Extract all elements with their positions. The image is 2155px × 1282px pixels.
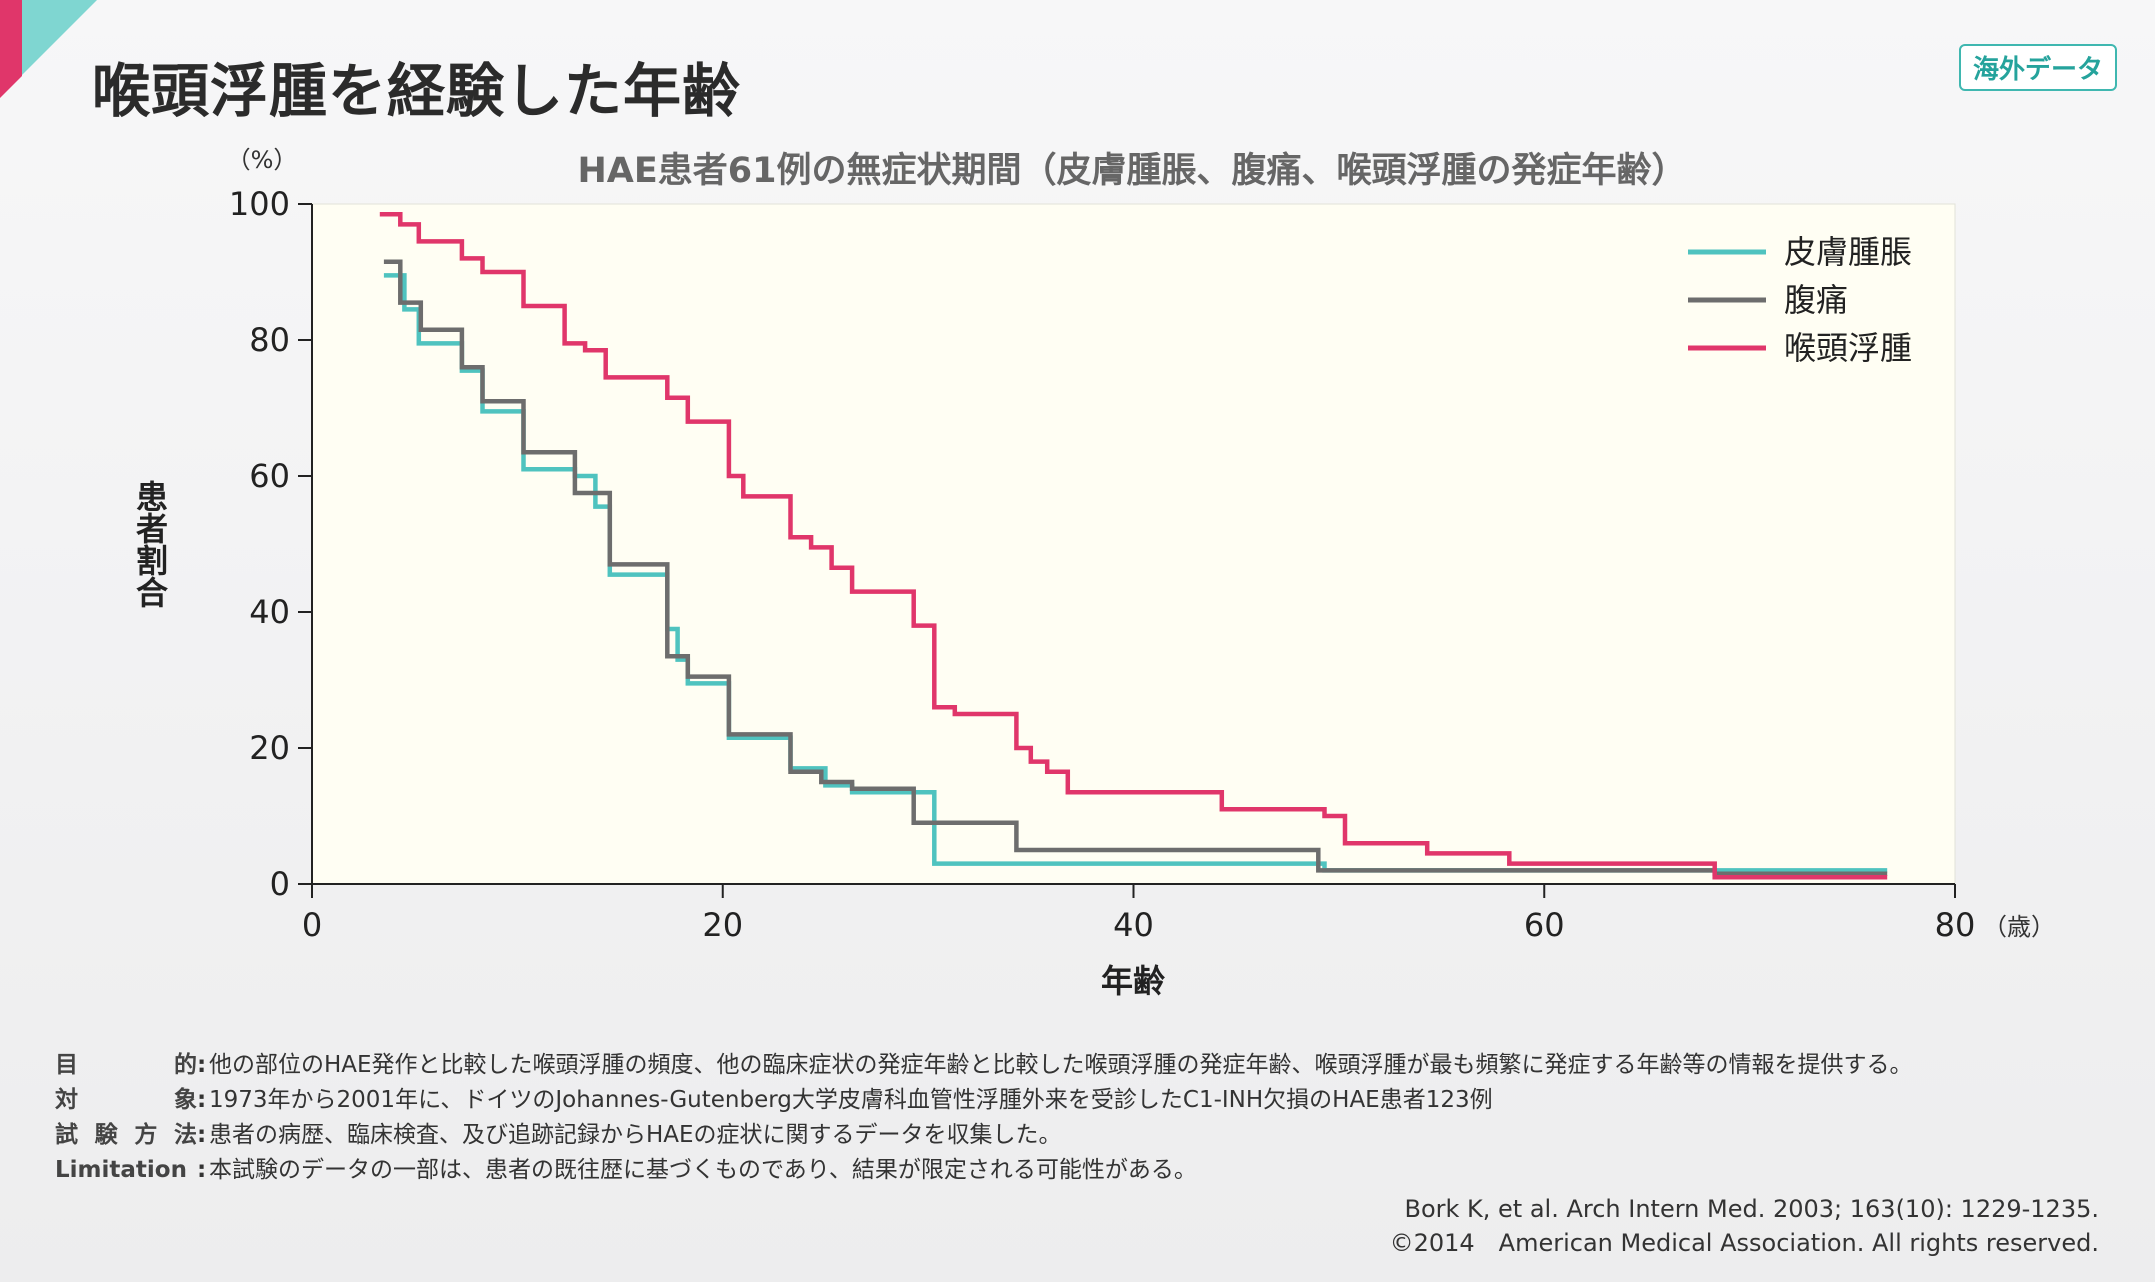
copyright: ©2014 American Medical Association. All … xyxy=(1389,1229,2099,1257)
note-text: 本試験のデータの一部は、患者の既往歴に基づくものであり、結果が限定される可能性が… xyxy=(209,1157,1197,1183)
x-unit-label: （歳） xyxy=(1983,913,2055,941)
x-tick-label: 20 xyxy=(702,906,743,944)
plot-area xyxy=(311,203,1956,885)
note-label: 目的 xyxy=(55,1052,197,1078)
x-tick-label: 60 xyxy=(1524,906,1565,944)
overseas-data-tag: 海外データ xyxy=(1958,44,2117,91)
y-tick-label: 60 xyxy=(249,457,290,495)
citation: Bork K, et al. Arch Intern Med. 2003; 16… xyxy=(1390,1192,2099,1260)
note-text: 他の部位のHAE発作と比較した喉頭浮腫の頻度、他の臨床症状の発症年齢と比較した喉… xyxy=(209,1052,1913,1078)
series-line-laryngeal-edema xyxy=(379,211,1888,880)
note-row-subjects: 対象: 1973年から2001年に、ドイツのJohannes-Gutenberg… xyxy=(55,1083,1913,1118)
note-label: 対象 xyxy=(55,1087,197,1113)
note-row-limitation: Limitation: 本試験のデータの一部は、患者の既往歴に基づくものであり、… xyxy=(55,1153,1913,1188)
x-axis-label: 年齢 xyxy=(1101,962,1165,1000)
y-unit-label: （%） xyxy=(227,146,298,174)
note-label: 試験方法 xyxy=(55,1122,197,1148)
y-tick-label: 80 xyxy=(249,321,290,359)
y-tick-label: 40 xyxy=(249,593,290,631)
corner-accent-shape xyxy=(0,0,97,98)
note-row-purpose: 目的: 他の部位のHAE発作と比較した喉頭浮腫の頻度、他の臨床症状の発症年齢と比… xyxy=(55,1048,1913,1083)
note-text: 1973年から2001年に、ドイツのJohannes-Gutenberg大学皮膚… xyxy=(209,1087,1493,1113)
legend-label-skin-swelling: 皮膚腫脹 xyxy=(1784,233,1912,271)
x-tick-label: 0 xyxy=(302,906,322,944)
x-tick-label: 40 xyxy=(1113,906,1154,944)
chart-title: HAE患者61例の無症状期間（皮膚腫脹、腹痛、喉頭浮腫の発症年齢） xyxy=(578,151,1687,191)
note-row-method: 試験方法: 患者の病歴、臨床検査、及び追跡記録からHAEの症状に関するデータを収… xyxy=(55,1118,1913,1153)
series-line-abdominal-pain xyxy=(383,259,1888,877)
study-notes: 目的: 他の部位のHAE発作と比較した喉頭浮腫の頻度、他の臨床症状の発症年齢と比… xyxy=(55,1048,1913,1188)
citation-reference: Bork K, et al. Arch Intern Med. 2003; 16… xyxy=(1404,1195,2099,1223)
note-label: Limitation xyxy=(55,1157,187,1183)
y-tick-label: 0 xyxy=(270,865,290,903)
legend-label-laryngeal-edema: 喉頭浮腫 xyxy=(1784,329,1912,367)
page-title: 喉頭浮腫を経験した年齢 xyxy=(92,57,742,125)
x-tick-label: 80 xyxy=(1935,906,1976,944)
survival-chart: HAE患者61例の無症状期間（皮膚腫脹、腹痛、喉頭浮腫の発症年齢） （%） （歳… xyxy=(131,146,2055,1000)
legend-label-abdominal-pain: 腹痛 xyxy=(1784,281,1848,319)
y-tick-label: 100 xyxy=(229,185,290,223)
y-axis-label: 患者割合 xyxy=(131,480,169,608)
note-text: 患者の病歴、臨床検査、及び追跡記録からHAEの症状に関するデータを収集した。 xyxy=(209,1122,1062,1148)
y-tick-label: 20 xyxy=(249,729,290,767)
